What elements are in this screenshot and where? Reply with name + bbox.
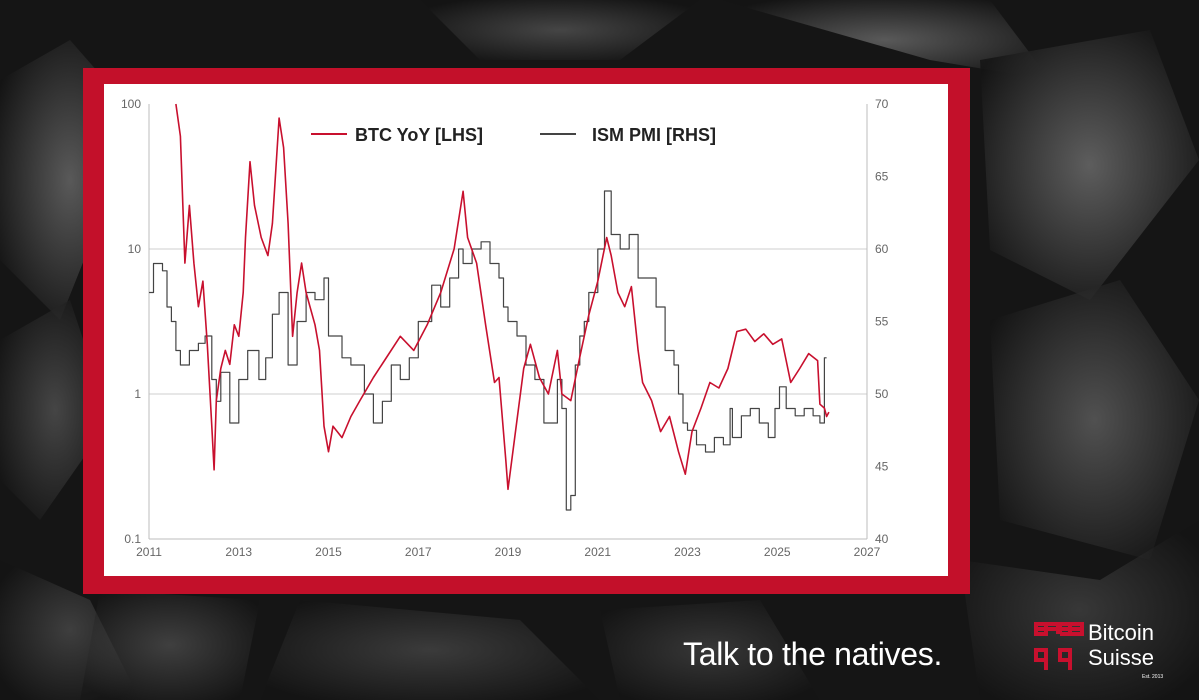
x-tick-label: 2027	[854, 545, 881, 559]
y-right-tick-label: 65	[875, 170, 889, 184]
x-tick-label: 2023	[674, 545, 701, 559]
y-left-tick-label: 0.1	[124, 532, 141, 546]
tagline: Talk to the natives.	[683, 636, 943, 672]
logo-wordmark: Bitcoin Suisse	[1088, 620, 1154, 670]
logo-established: Est. 2013	[1142, 674, 1164, 680]
y-right-tick-label: 70	[875, 97, 889, 111]
x-tick-label: 2013	[225, 545, 252, 559]
legend-label: BTC YoY [LHS]	[355, 125, 483, 145]
x-tick-label: 2015	[315, 545, 342, 559]
bitcoin-suisse-logo: Bitcoin Suisse Est. 2013	[1034, 620, 1184, 684]
x-tick-label: 2025	[764, 545, 791, 559]
legend-label: ISM PMI [RHS]	[592, 125, 716, 145]
chart: 0.1 1 10 100 40 45 50 55 60 65 70 2011 2013 2015 2017 2…	[121, 97, 889, 559]
y-right-tick-label: 45	[875, 460, 889, 474]
logo-line-suisse: Suisse	[1088, 645, 1155, 670]
y-right-tick-label: 55	[875, 315, 889, 329]
x-tick-label: 2017	[405, 545, 432, 559]
y-left-tick-label: 1	[134, 387, 141, 401]
y-right-tick-label: 50	[875, 387, 889, 401]
x-tick-label: 2021	[584, 545, 611, 559]
y-left-tick-label: 100	[121, 97, 141, 111]
chart-panel: 0.1 1 10 100 40 45 50 55 60 65 70 2011 2013 2015 2017 2…	[104, 84, 948, 576]
logo-line-bitcoin: Bitcoin	[1088, 620, 1155, 645]
bitcoin-suisse-logo-icon	[1034, 622, 1084, 670]
x-tick-label: 2019	[495, 545, 522, 559]
y-right-tick-label: 40	[875, 532, 889, 546]
series-ism-pmi-line	[149, 190, 827, 511]
y-right-tick-label: 60	[875, 242, 889, 256]
series-btc-yoy-line	[175, 103, 830, 491]
y-left-tick-label: 10	[128, 242, 142, 256]
x-tick-label: 2011	[136, 545, 162, 559]
